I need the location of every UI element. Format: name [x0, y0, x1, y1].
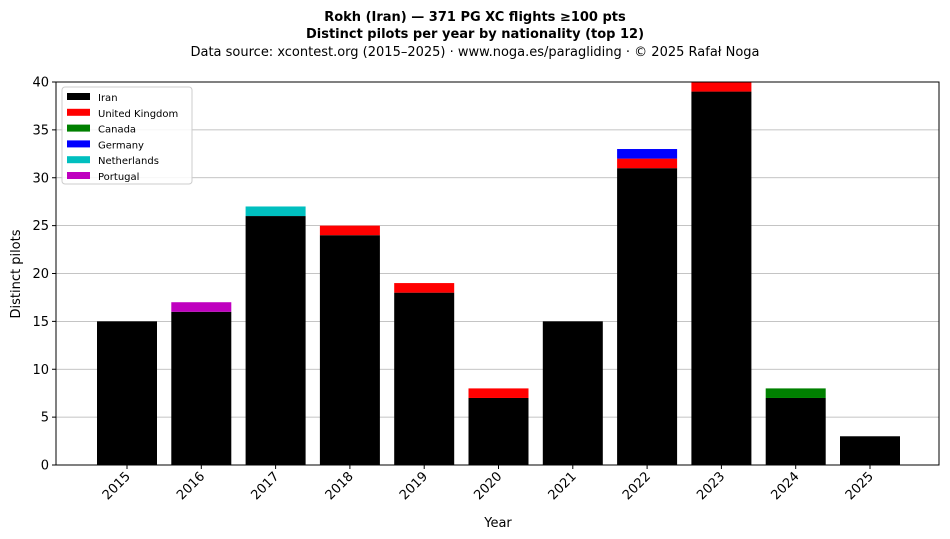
bar-2018-united-kingdom: [319, 225, 380, 236]
x-tick-label: 2016: [174, 469, 208, 503]
bar-2020-united-kingdom: [468, 388, 529, 398]
y-tick-label: 5: [41, 411, 49, 426]
x-axis: 2015 2016 2017 2018 2019 2020 2021 2022 2023 2024…: [100, 465, 877, 503]
bar-2017-iran: [245, 216, 306, 465]
x-tick-label: 2019: [397, 469, 431, 503]
x-tick-label: 2023: [694, 469, 728, 503]
bar-2015-iran: [97, 321, 157, 465]
y-tick-label: 40: [32, 76, 49, 91]
x-tick-label: 2015: [100, 469, 134, 503]
y-tick-label: 10: [32, 363, 49, 378]
x-tick-label: 2022: [620, 469, 654, 503]
bar-2020-iran: [468, 397, 529, 465]
bar-2017-netherlands: [245, 206, 306, 217]
bar-2019-united-kingdom: [394, 283, 455, 293]
x-tick-label: 2024: [769, 469, 803, 503]
bar-2016-iran: [171, 311, 232, 465]
legend-entry-label: United Kingdom: [98, 109, 178, 120]
y-tick-label: 0: [41, 459, 49, 474]
legend-swatch: [67, 156, 90, 164]
bar-2019-iran: [394, 292, 455, 465]
bar-2023-united-kingdom: [691, 82, 752, 92]
bar-2024-iran: [765, 397, 826, 465]
legend-swatch: [67, 172, 90, 179]
bars: [97, 82, 900, 466]
legend-entry-label: Germany: [98, 140, 144, 151]
y-tick-label: 15: [32, 315, 49, 330]
x-tick-label: 2018: [323, 469, 357, 503]
chart-title-line2: Distinct pilots per year by nationality …: [306, 27, 644, 42]
bar-2024-canada: [765, 388, 826, 398]
legend-entry-label: Canada: [98, 125, 136, 136]
chart-subtitle: Data source: xcontest.org (2015–2025) · …: [190, 45, 759, 60]
y-axis-label: Distinct pilots: [9, 229, 24, 318]
legend-swatch: [67, 124, 90, 132]
x-tick-label: 2025: [843, 469, 877, 503]
chart-title-line1: Rokh (Iran) — 371 PG XC flights ≥100 pts: [324, 10, 626, 25]
x-tick-label: 2017: [248, 469, 282, 503]
bar-2021-iran: [542, 321, 603, 465]
legend-entry-label: Portugal: [98, 172, 139, 183]
bar-2023-iran: [691, 91, 752, 465]
y-tick-label: 35: [32, 123, 49, 138]
bar-2022-germany: [617, 149, 678, 159]
x-tick-label: 2021: [546, 469, 580, 503]
y-tick-label: 25: [32, 219, 49, 234]
legend-swatch: [67, 140, 90, 148]
x-tick-label: 2020: [471, 469, 505, 503]
bar-2022-iran: [617, 168, 678, 466]
legend-swatch: [67, 93, 90, 100]
x-axis-label: Year: [483, 516, 512, 531]
legend-frame: [61, 86, 193, 185]
legend-swatch: [67, 108, 90, 116]
bar-2016-portugal: [171, 302, 232, 312]
bar-2025-iran: [840, 436, 900, 465]
y-tick-label: 20: [32, 267, 49, 282]
y-axis: 0 5 10 15 20 25 30 35 40: [32, 76, 56, 474]
legend: Iran United Kingdom Canada Germany Netherlan…: [61, 86, 193, 185]
legend-entry-label: Netherlands: [98, 156, 159, 167]
legend-entry-label: Iran: [98, 93, 118, 104]
bar-2022-united-kingdom: [617, 158, 678, 169]
bar-2018-iran: [319, 235, 380, 465]
y-tick-label: 30: [32, 171, 49, 186]
